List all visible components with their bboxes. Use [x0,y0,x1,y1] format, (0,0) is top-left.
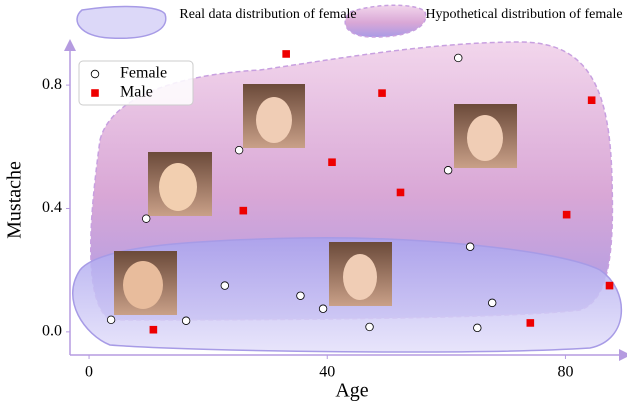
point [443,166,453,175]
hyp-blob-legend [344,4,427,38]
point [234,145,244,155]
point [318,304,328,313]
legend-marker [90,69,100,79]
point [328,158,336,167]
legend-label: Male [120,84,153,101]
face-photos [114,84,517,315]
legend-label: Female [120,65,167,82]
point [106,315,116,325]
point [605,281,614,290]
point [239,206,248,215]
real-blob-legend [76,5,167,39]
x-tick-label: 40 [319,364,335,381]
annotation: Real data distribution of female [179,7,356,22]
legend [78,60,194,106]
legend-marker [91,89,99,97]
annotation: Hypothetical distribution of female [425,7,622,22]
y-tick-label: 0.8 [42,76,62,93]
point [473,323,482,333]
point [465,242,475,251]
point [365,322,374,332]
point [488,298,497,308]
point [378,89,386,97]
x-axis-label: Age [335,380,368,402]
x-tick-label: 0 [85,364,93,381]
y-tick-label: 0.0 [42,323,62,340]
point [149,325,158,334]
point [396,188,405,197]
point [142,214,151,223]
point [282,50,290,58]
point [587,96,596,105]
point [562,210,571,219]
point [220,281,230,290]
point [296,291,305,300]
point [526,319,535,327]
point [454,53,463,63]
y-tick-label: 0.4 [42,199,62,216]
point [181,316,191,325]
y-axis-label: Mustache [4,161,26,239]
x-tick-label: 80 [557,364,573,381]
